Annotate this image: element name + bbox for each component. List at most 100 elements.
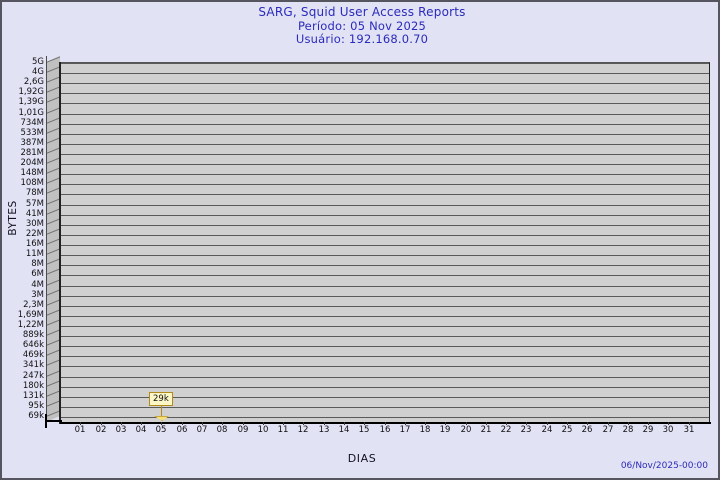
y-axis-tick-label: 533M [20,128,44,138]
x-axis-tick [101,422,102,425]
gridline [60,255,709,256]
x-axis-tick [263,422,264,425]
gridline [60,296,709,297]
y-axis-tick-label: 5G [32,57,44,67]
y-axis-tick-label: 131k [22,391,44,401]
y-axis-tick-label: 2,6G [23,77,44,87]
x-axis-tick-label: 04 [135,425,147,435]
x-axis-tick [668,422,669,425]
x-axis-tick [141,422,142,425]
report-period-label: Período: 05 Nov 2025 [297,18,427,33]
y-axis-tick-label: 69k [28,411,44,421]
x-axis-tick [364,422,365,425]
x-axis-tick [385,422,386,425]
y-axis-tick-label: 57M [25,199,44,209]
gridline [60,103,709,104]
x-axis-tick-label: 06 [176,425,188,435]
x-axis-tick-label: 09 [237,425,249,435]
x-axis-tick-label: 19 [439,425,451,435]
gridline [60,164,709,165]
y-axis-tick-label: 281M [20,148,44,158]
y-axis-tick-label: 30M [25,219,44,229]
gridline [60,286,709,287]
plot-side-wall-edge [46,56,61,423]
x-axis-tick [222,422,223,425]
x-axis-tick [526,422,527,425]
callout-stem [161,404,162,416]
x-axis-tick [182,422,183,425]
x-axis-tick [506,422,507,425]
gridline [60,417,709,418]
x-axis-tick-label: 29 [642,425,654,435]
gridline [60,184,709,185]
x-axis-tick-label: 17 [399,425,411,435]
gridline [60,245,709,246]
gridline [60,397,709,398]
data-series-layer: 29k [60,62,710,422]
x-axis-tick-label: 01 [74,425,86,435]
y-axis-tick-label: 341k [22,360,44,370]
x-axis-tick-label: 05 [155,425,167,435]
x-axis-tick-label: 07 [196,425,208,435]
y-axis-tick-label: 1,01G [18,108,44,118]
gridline [60,194,709,195]
gridline [60,306,709,307]
y-axis-tick-label: 11M [25,249,44,259]
data-value-callout: 29k [149,392,173,406]
x-axis-tick-label: 23 [520,425,532,435]
y-axis-tick-label: 108M [20,178,44,188]
gridline [60,336,709,337]
x-axis-tick [80,422,81,425]
page-title: SARG, Squid User Access Reports [258,5,466,19]
x-axis-tick-label: 16 [379,425,391,435]
gridline [60,63,709,64]
x-axis-tick-label: 18 [419,425,431,435]
x-axis-tick [689,422,690,425]
plot-side-wall [46,56,60,422]
y-axis-tick-label: 204M [20,158,44,168]
x-axis-tick [344,422,345,425]
gridline [60,316,709,317]
y-axis-tick-label: 247k [22,371,44,381]
x-axis-tick-label: 03 [115,425,127,435]
x-axis-tick [486,422,487,425]
gridline [60,73,709,74]
x-axis-tick-label: 13 [318,425,330,435]
y-axis-tick-label: 2,3M [23,300,44,310]
gridline [60,174,709,175]
x-axis-tick [547,422,548,425]
y-axis-line [59,62,61,424]
y-axis-tick-label: 387M [20,138,44,148]
x-axis-tick [648,422,649,425]
gridline [60,134,709,135]
gridline [60,205,709,206]
gridline [60,265,709,266]
y-axis-tick-label: 4G [32,67,44,77]
x-axis-tick-label: 31 [683,425,695,435]
x-axis-tick [202,422,203,425]
plot-grid-face [60,62,710,422]
y-axis-tick-label: 8M [31,259,44,269]
y-axis-tick-label: 41M [25,209,44,219]
x-axis-tick [425,422,426,425]
x-axis-tick-label: 08 [216,425,228,435]
y-axis-tick-label: 78M [25,188,44,198]
x-axis-tick [587,422,588,425]
x-axis-tick [161,422,162,425]
x-axis-tick-label: 20 [460,425,472,435]
x-axis-tick-label: 15 [358,425,370,435]
gridline [60,235,709,236]
x-axis-tick-label: 27 [602,425,614,435]
x-axis-tick [405,422,406,425]
x-axis-tick [445,422,446,425]
gridline [60,124,709,125]
x-axis-tick [243,422,244,425]
y-axis-tick-labels: 5G 4G 2,6G 1,92G 1,39G 1,01G 734M 533M 387M 281M 2… [2,56,46,428]
x-axis-tick [283,422,284,425]
y-axis-tick-label: 4M [31,280,44,290]
y-axis-tick-label: 1,69M [17,310,44,320]
x-axis-tick [466,422,467,425]
x-axis-tick-label: 22 [500,425,512,435]
x-axis-tick-label: 02 [95,425,107,435]
